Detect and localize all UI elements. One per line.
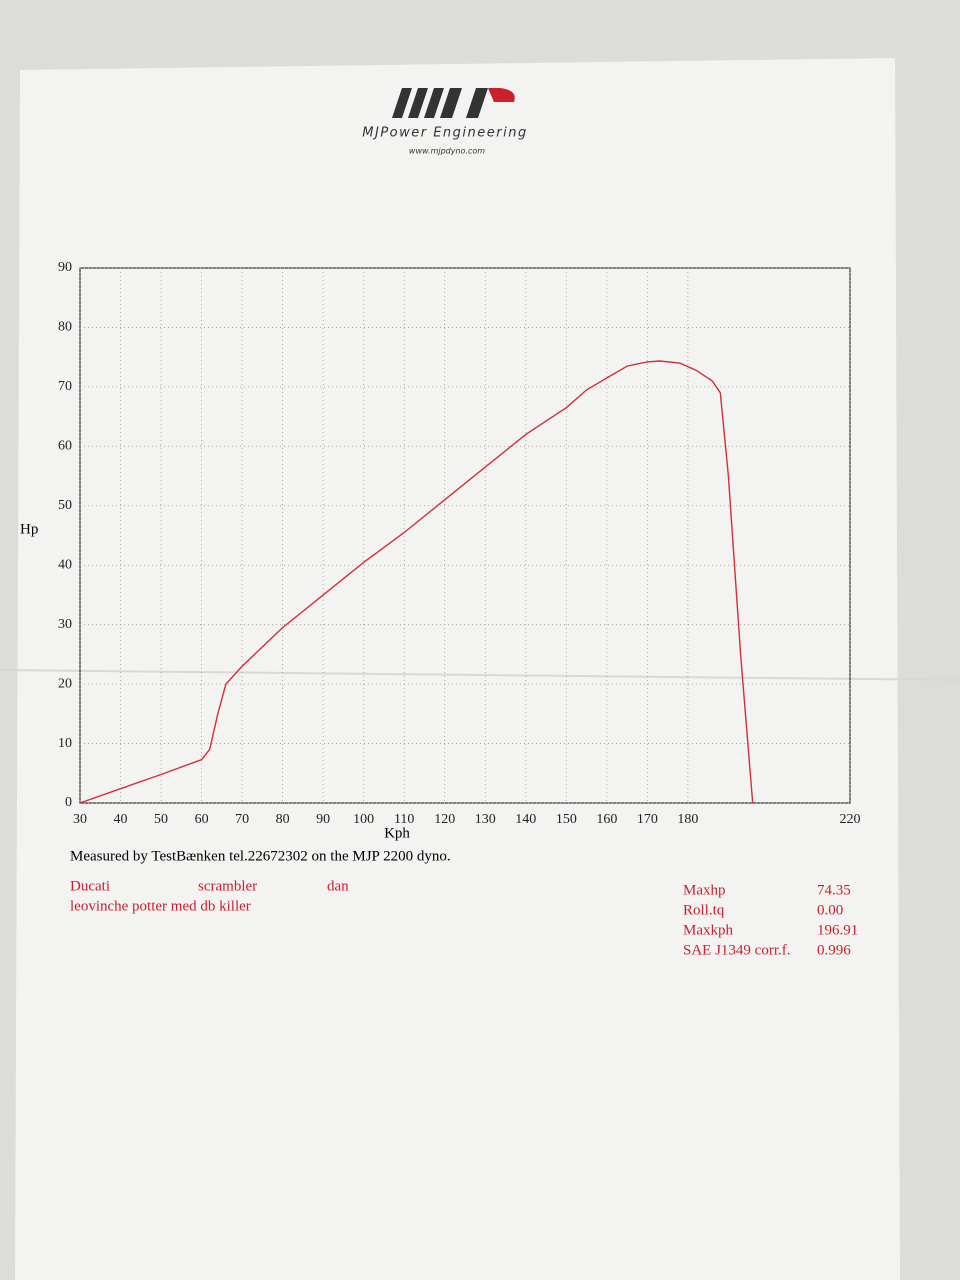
result-value: 0.00: [817, 902, 843, 918]
y-tick-label: 70: [58, 379, 72, 394]
y-tick-label: 40: [58, 557, 72, 572]
x-tick-label: 120: [434, 812, 455, 827]
vehicle-owner: dan: [327, 878, 349, 894]
result-label: Maxhp: [683, 882, 726, 898]
y-tick-label: 60: [58, 439, 72, 454]
x-tick-label: 30: [73, 812, 87, 827]
brand: MJPower Engineering: [362, 126, 527, 141]
x-axis-label: Kph: [384, 825, 410, 841]
y-tick-label: 10: [58, 736, 72, 751]
x-tick-label: 130: [475, 812, 496, 827]
y-tick-label: 50: [58, 498, 72, 513]
x-tick-label: 150: [556, 812, 577, 827]
x-tick-label: 40: [114, 812, 128, 827]
x-tick-label: 80: [276, 812, 290, 827]
website: www.mjpdyno.com: [409, 147, 485, 156]
result-value: 74.35: [817, 882, 851, 898]
vehicle-description: leovinche potter med db killer: [70, 898, 251, 914]
x-tick-label: 70: [235, 812, 249, 827]
x-tick-label: 160: [596, 812, 617, 827]
result-value: 0.996: [817, 942, 851, 958]
y-tick-label: 30: [58, 617, 72, 632]
x-tick-label: 140: [515, 812, 536, 827]
x-tick-label: 50: [154, 812, 168, 827]
x-tick-label: 100: [353, 812, 374, 827]
result-label: Maxkph: [683, 922, 733, 938]
y-axis-label: Hp: [20, 521, 38, 537]
x-tick-label: 110: [394, 812, 414, 827]
y-tick-label: 20: [58, 676, 72, 691]
x-tick-label: 60: [195, 812, 209, 827]
y-tick-label: 90: [58, 260, 72, 275]
result-label: Roll.tq: [683, 902, 725, 918]
y-tick-label: 0: [65, 795, 72, 810]
x-tick-label: 90: [316, 812, 330, 827]
paper-fold: [0, 669, 960, 681]
y-tick-label: 80: [58, 320, 72, 335]
paper: [15, 58, 900, 1280]
vehicle-make: Ducati: [70, 878, 110, 894]
result-value: 196.91: [817, 922, 858, 938]
vehicle-model: scrambler: [198, 878, 257, 894]
x-tick-label: 180: [677, 812, 698, 827]
logo: [392, 88, 515, 118]
note: Measured by TestBænken tel.22672302 on t…: [70, 848, 451, 864]
x-tick-label: 220: [840, 812, 861, 827]
power-curve: [79, 360, 754, 804]
results: Maxhp 74.35 Roll.tq 0.00 Maxkph 196.91 SAE J13…: [683, 882, 858, 958]
x-tick-label: 170: [637, 812, 658, 827]
result-label: SAE J1349 corr.f.: [683, 942, 791, 958]
